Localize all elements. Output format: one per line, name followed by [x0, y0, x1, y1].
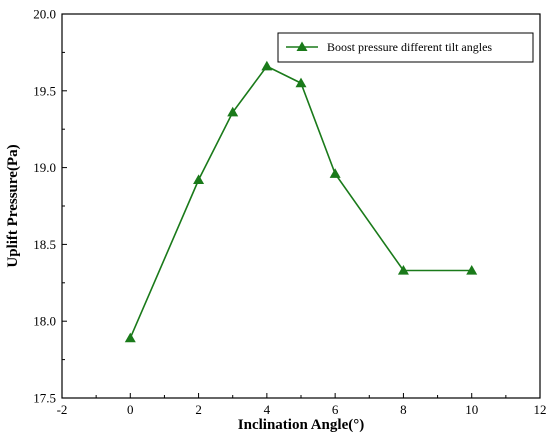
y-axis: 17.5 18.0 18.5 19.0 19.5 20.0	[33, 7, 67, 406]
legend-marker-swatch	[296, 41, 308, 51]
series-line	[129, 65, 472, 339]
x-tick-label: -2	[57, 402, 68, 417]
y-tick-label: 19.5	[33, 83, 56, 98]
x-tick-label: 6	[332, 402, 339, 417]
data-point-marker	[295, 77, 307, 88]
data-point-marker	[329, 168, 341, 178]
legend-box	[277, 32, 534, 63]
y-tick-label: 18.0	[33, 314, 56, 329]
data-point-marker	[397, 265, 409, 275]
y-tick-label: 19.0	[33, 160, 56, 175]
legend-label: Boost pressure different tilt angles	[327, 40, 492, 54]
x-axis: -2 0 2 4 6 8 10 12	[57, 393, 547, 417]
data-point-marker	[466, 265, 478, 275]
x-tick-label: 12	[534, 402, 547, 417]
x-tick-label: 8	[400, 402, 407, 417]
y-tick-label: 18.5	[33, 237, 56, 252]
data-point-marker	[261, 60, 273, 71]
data-point-marker	[227, 106, 239, 117]
x-tick-label: 10	[465, 402, 478, 417]
y-tick-label: 17.5	[33, 391, 56, 406]
x-tick-label: 0	[127, 402, 134, 417]
data-point-marker	[124, 332, 136, 343]
x-axis-title: Inclination Angle(°)	[238, 417, 364, 433]
y-tick-label: 20.0	[33, 7, 56, 22]
legend: Boost pressure different tilt angles	[277, 32, 534, 63]
x-tick-label: 4	[264, 402, 271, 417]
y-axis-title: Uplift Pressure(Pa)	[5, 144, 21, 267]
data-point-marker	[193, 174, 205, 185]
series-layer	[124, 60, 478, 343]
x-tick-label: 2	[195, 402, 202, 417]
